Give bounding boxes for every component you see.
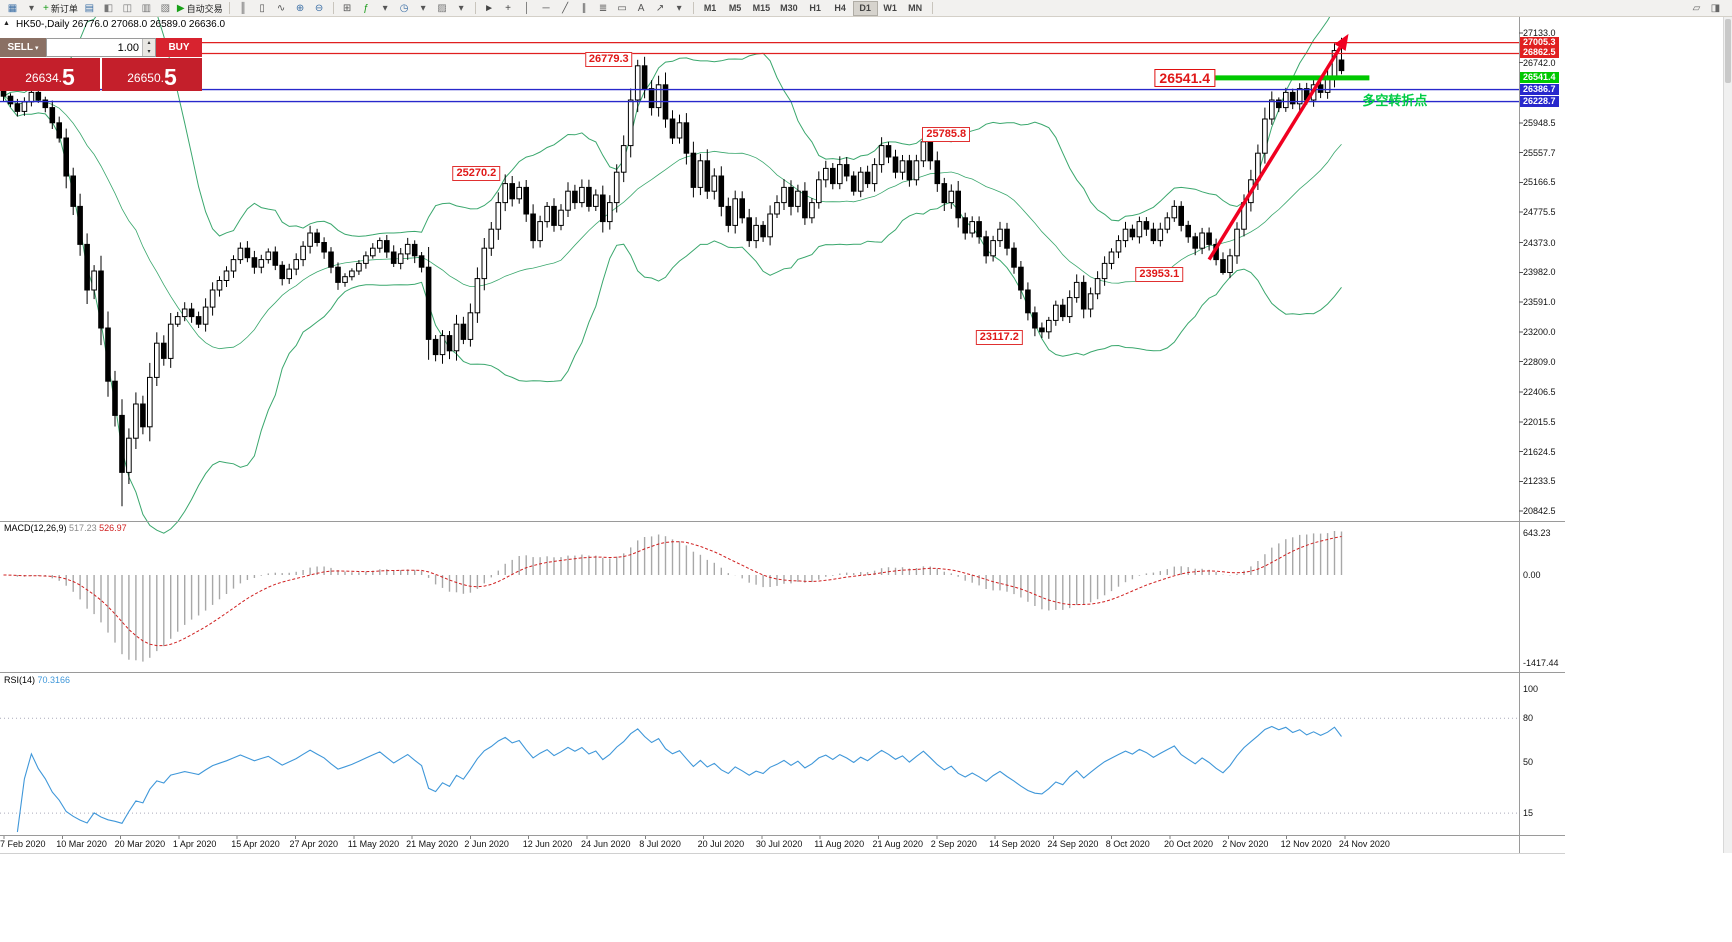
templates-dropdown-icon[interactable]: ▾ [458, 2, 464, 14]
bar-chart-icon[interactable]: ║ [239, 2, 247, 14]
crosshair-icon[interactable]: + [505, 2, 511, 14]
zoom-in-icon[interactable]: ⊕ [295, 2, 305, 14]
new-order-button[interactable]: + 新订单 [43, 2, 78, 14]
candlestick-icon[interactable]: ▯ [259, 2, 265, 14]
sell-price-main: 26634. [25, 71, 62, 85]
buy-button[interactable]: BUY [156, 38, 202, 57]
periods-dropdown-icon[interactable]: ▾ [420, 2, 426, 14]
zoom-out-icon[interactable]: ⊖ [314, 2, 324, 14]
buy-button-label: BUY [168, 42, 190, 53]
chart-type-dropdown-icon[interactable]: ▾ [28, 2, 35, 14]
shapes-icon[interactable]: ▭ [617, 2, 627, 14]
trade-panel-toggle-icon[interactable]: ▲ [3, 20, 10, 27]
sell-button[interactable]: SELL ▾ [0, 38, 46, 57]
timeframe-m30-button[interactable]: M30 [780, 3, 798, 13]
macd-histogram [9, 531, 1343, 662]
tile-windows-icon[interactable]: ⊞ [342, 2, 352, 14]
one-click-trade-panel: SELL ▾ ▴ ▾ BUY 26634. 5 26650. 5 [0, 38, 202, 91]
arrows-icon[interactable]: ↗ [655, 2, 665, 14]
timeframe-mn-button[interactable]: MN [908, 3, 923, 13]
rsi-level-lines [0, 717, 1519, 814]
rsi-indicator-label: RSI(14) 70.3166 [4, 675, 70, 685]
vertical-scrollbar-thumb[interactable] [1725, 19, 1731, 83]
navigator-icon[interactable]: ◫ [122, 2, 133, 14]
volume-increase-button[interactable]: ▴ [142, 39, 155, 48]
trend-arrow[interactable] [1207, 33, 1349, 261]
volume-decrease-button[interactable]: ▾ [142, 47, 155, 56]
timeframe-w1-button[interactable]: W1 [883, 3, 897, 13]
toolbar-separator [228, 2, 230, 14]
toolbar-separator [692, 2, 694, 14]
market-watch-icon[interactable]: ▤ [84, 2, 95, 14]
sell-price-big-digit: 5 [61, 64, 75, 90]
volume-input[interactable] [47, 39, 142, 56]
sell-price-display[interactable]: 26634. 5 [0, 58, 100, 91]
candles [0, 37, 1345, 507]
terminal-icon[interactable]: ▥ [141, 2, 152, 14]
data-window-icon[interactable]: ◧ [103, 2, 114, 14]
toolbar-separator [474, 2, 476, 14]
toolbar-group: ⊞ ƒ ▾ ◷ ▾ ▨ ▾ [338, 1, 471, 16]
autotrade-button[interactable]: ▶ 自动交易 [176, 2, 223, 14]
trendline-icon[interactable]: ╱ [562, 2, 569, 14]
channel-icon[interactable]: ∥ [581, 2, 587, 14]
horizontal-line-icon[interactable]: ─ [542, 2, 550, 14]
toolbar-group: ▱ ◨ [1687, 1, 1725, 16]
toolbar-separator [931, 2, 933, 14]
timeframe-d1-button[interactable]: D1 [852, 0, 878, 16]
timeframe-m1-button[interactable]: M1 [703, 3, 717, 13]
cursor-icon[interactable]: ► [484, 2, 495, 14]
chart-ohlc-title: HK50-,Daily 26776.0 27068.0 26589.0 2663… [16, 19, 226, 30]
volume-input-box: ▴ ▾ [46, 38, 156, 57]
buy-price-main: 26650. [127, 71, 164, 85]
macd-signal-line [3, 536, 1342, 647]
macd-name: MACD(12,26,9) [4, 523, 67, 533]
chart-window-icon[interactable]: ▦ [7, 2, 18, 14]
templates-icon[interactable]: ▨ [437, 2, 447, 14]
line-chart-icon[interactable]: ∿ [276, 2, 286, 14]
sell-dropdown-icon: ▾ [35, 44, 39, 52]
vertical-scrollbar[interactable] [1723, 16, 1732, 853]
chart-edit-icon[interactable]: ▱ [1692, 2, 1701, 14]
rsi-value: 70.3166 [37, 675, 71, 685]
rsi-name: RSI(14) [4, 675, 36, 685]
horizontal-level-lines[interactable] [0, 41, 1519, 103]
macd-indicator-label: MACD(12,26,9) 517.23 526.97 [4, 523, 127, 533]
text-icon[interactable]: A [637, 2, 645, 14]
timeframe-m15-button[interactable]: M15 [752, 3, 771, 13]
toolbar-group: M1 M5 M15 M30 H1 H4 D1 W1 MN [698, 0, 928, 16]
bollinger-bands [3, 0, 1342, 534]
timeframe-m5-button[interactable]: M5 [728, 3, 742, 13]
panel-frame [0, 16, 1565, 854]
fibonacci-icon[interactable]: ≣ [598, 2, 608, 14]
macd-signal-value: 526.97 [99, 523, 127, 533]
periods-icon[interactable]: ◷ [399, 2, 409, 14]
arrows-dropdown-icon[interactable]: ▾ [676, 2, 682, 14]
toolbar-group: ▦ ▾ + 新订单 ▤ ◧ ◫ ▥ ▧ ▶ 自动交易 [3, 1, 225, 16]
vertical-line-icon[interactable]: │ [523, 2, 531, 14]
sell-button-label: SELL [7, 42, 34, 53]
toolbar-separator [332, 2, 334, 14]
macd-main-value: 517.23 [69, 523, 97, 533]
main-toolbar: ▦ ▾ + 新订单 ▤ ◧ ◫ ▥ ▧ ▶ 自动交易 ║ ▯ ∿ ⊕ ⊖ ⊞ ƒ ▾ ◷ ▾ ▨ ▾ ► + │ ─ ╱ ∥ ≣ ▭ A ↗ ▾ M… [0, 0, 1732, 17]
panel-layout-icon[interactable]: ◨ [1710, 2, 1721, 14]
strategy-tester-icon[interactable]: ▧ [160, 2, 171, 14]
indicators-icon[interactable]: ƒ [363, 2, 369, 14]
timeframe-h1-button[interactable]: H1 [809, 3, 821, 13]
rsi-line [16, 725, 1342, 833]
timeframe-h4-button[interactable]: H4 [834, 3, 846, 13]
toolbar-group: ► + │ ─ ╱ ∥ ≣ ▭ A ↗ ▾ [480, 1, 689, 16]
buy-price-big-digit: 5 [163, 64, 177, 90]
indicators-dropdown-icon[interactable]: ▾ [382, 2, 388, 14]
toolbar-group: ║ ▯ ∿ ⊕ ⊖ [234, 1, 329, 16]
buy-price-display[interactable]: 26650. 5 [102, 58, 202, 91]
